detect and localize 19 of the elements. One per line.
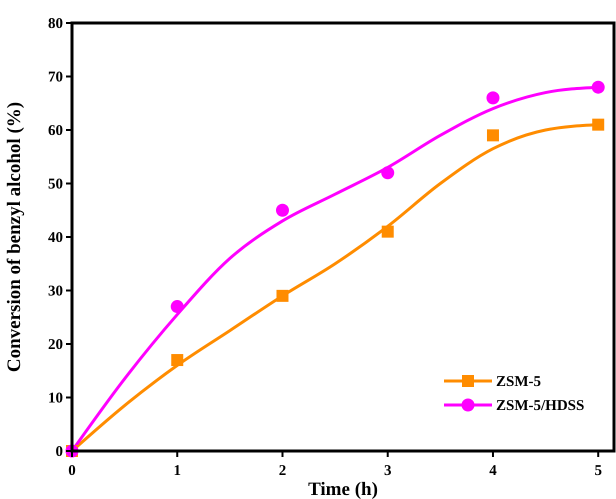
y-tick-label: 10 xyxy=(48,390,63,406)
y-tick-label: 30 xyxy=(48,284,63,300)
x-tick-label: 1 xyxy=(173,463,181,479)
x-tick-label: 3 xyxy=(384,463,392,479)
y-tick-label: 20 xyxy=(48,337,63,353)
legend-label: ZSM-5/HDSS xyxy=(496,398,584,414)
x-tick-label: 5 xyxy=(594,463,602,479)
x-tick-label: 4 xyxy=(489,463,498,479)
x-tick-label: 0 xyxy=(68,463,76,479)
y-tick-label: 50 xyxy=(48,176,63,192)
y-tick-label: 40 xyxy=(48,230,63,246)
y-axis-title: Conversion of benzyl alcohol (%) xyxy=(4,102,25,372)
x-tick-label: 2 xyxy=(278,463,286,479)
y-tick-label: 70 xyxy=(48,70,63,86)
legend-label: ZSM-5 xyxy=(496,374,541,390)
y-tick-label: 80 xyxy=(48,16,63,32)
y-tick-label: 0 xyxy=(56,444,63,460)
y-tick-label: 60 xyxy=(48,123,63,139)
x-axis-title: Time (h) xyxy=(308,479,378,499)
